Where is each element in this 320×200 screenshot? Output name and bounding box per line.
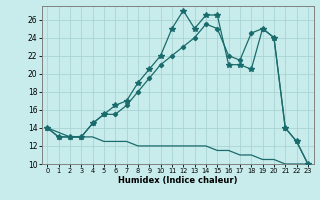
X-axis label: Humidex (Indice chaleur): Humidex (Indice chaleur) [118, 176, 237, 185]
